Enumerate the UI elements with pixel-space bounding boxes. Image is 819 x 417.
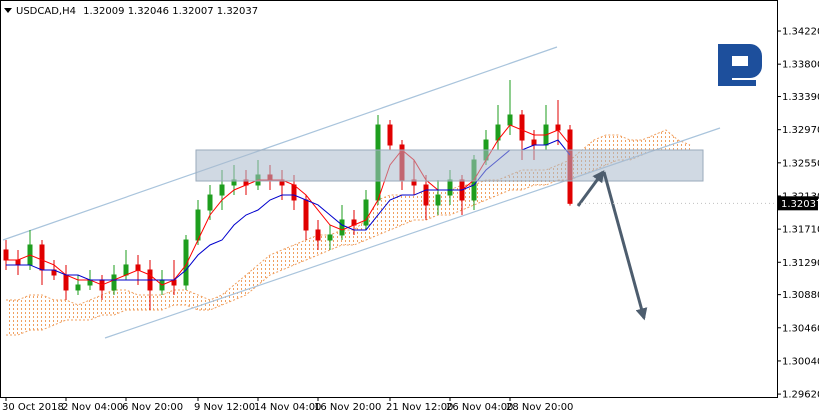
y-tick-label: 1.34220 <box>782 27 819 38</box>
candle-body <box>3 249 9 261</box>
x-tick-label: 6 Nov 20:00 <box>122 402 183 413</box>
candle-body <box>315 229 321 241</box>
last-price-label: 1.32037 <box>781 199 819 210</box>
candle-body <box>447 179 453 196</box>
candle-body <box>555 124 561 131</box>
x-tick-label: 30 Oct 2018 <box>2 402 64 413</box>
y-tick-label: 1.32550 <box>782 158 819 169</box>
candle-body <box>111 274 117 291</box>
y-tick-label: 1.33800 <box>782 60 819 71</box>
candle-body <box>63 274 69 291</box>
y-tick-label: 1.33390 <box>782 92 819 103</box>
header-high: 1.32046 <box>128 6 169 17</box>
candle-body <box>363 199 369 226</box>
y-tick-label: 1.31710 <box>782 225 819 236</box>
logo-mark <box>718 44 762 86</box>
channel-line <box>2 46 558 241</box>
y-tick-label: 1.29620 <box>782 390 819 401</box>
candle-body <box>219 184 225 196</box>
logo-bar <box>718 80 756 86</box>
cloud-edge <box>6 149 690 336</box>
candle-body <box>39 244 45 271</box>
candle-body <box>291 184 297 201</box>
candle-body <box>339 219 345 236</box>
logo <box>718 44 762 86</box>
x-tick-label: 14 Nov 04:00 <box>254 402 321 413</box>
x-tick-label: 21 Nov 12:00 <box>386 402 453 413</box>
candle-body <box>507 114 513 126</box>
candle-body <box>135 264 141 271</box>
last-price-box <box>778 196 818 211</box>
header-low: 1.32007 <box>172 6 213 17</box>
indicator-line <box>6 139 571 281</box>
x-tick-label: 26 Nov 04:00 <box>446 402 513 413</box>
y-tick-label: 1.31290 <box>782 258 819 269</box>
candle-body <box>531 139 537 146</box>
y-tick-label: 1.30880 <box>782 290 819 301</box>
x-tick-label: 28 Nov 20:00 <box>506 402 573 413</box>
candle-body <box>183 239 189 286</box>
y-tick-label: 1.30040 <box>782 356 819 367</box>
y-tick-label: 1.30460 <box>782 323 819 334</box>
candle-body <box>195 209 201 241</box>
candle-body <box>123 264 129 276</box>
candle-body <box>207 194 213 211</box>
candle-body <box>423 184 429 206</box>
candle-body <box>387 124 393 146</box>
candle-body <box>519 114 525 141</box>
candle-body <box>15 259 21 266</box>
header: USDCAD,H4 1.32009 1.32046 1.32007 1.3203… <box>16 6 258 17</box>
candle-body <box>303 199 309 231</box>
resistance-zone <box>195 149 704 182</box>
candle-body <box>327 234 333 241</box>
candle-body <box>435 194 441 206</box>
forecast-arrow <box>602 171 648 321</box>
header-open: 1.32009 <box>83 6 124 17</box>
y-tick-label: 1.32970 <box>782 125 819 136</box>
x-tick-label: 2 Nov 04:00 <box>62 402 123 413</box>
candle-body <box>75 284 81 291</box>
symbol: USDCAD,H4 <box>16 6 76 17</box>
menu-triangle[interactable] <box>4 8 12 13</box>
header-close: 1.32037 <box>217 6 258 17</box>
x-tick-label: 9 Nov 12:00 <box>194 402 255 413</box>
forecast-arrow <box>576 170 605 207</box>
x-tick-label: 16 Nov 20:00 <box>314 402 381 413</box>
